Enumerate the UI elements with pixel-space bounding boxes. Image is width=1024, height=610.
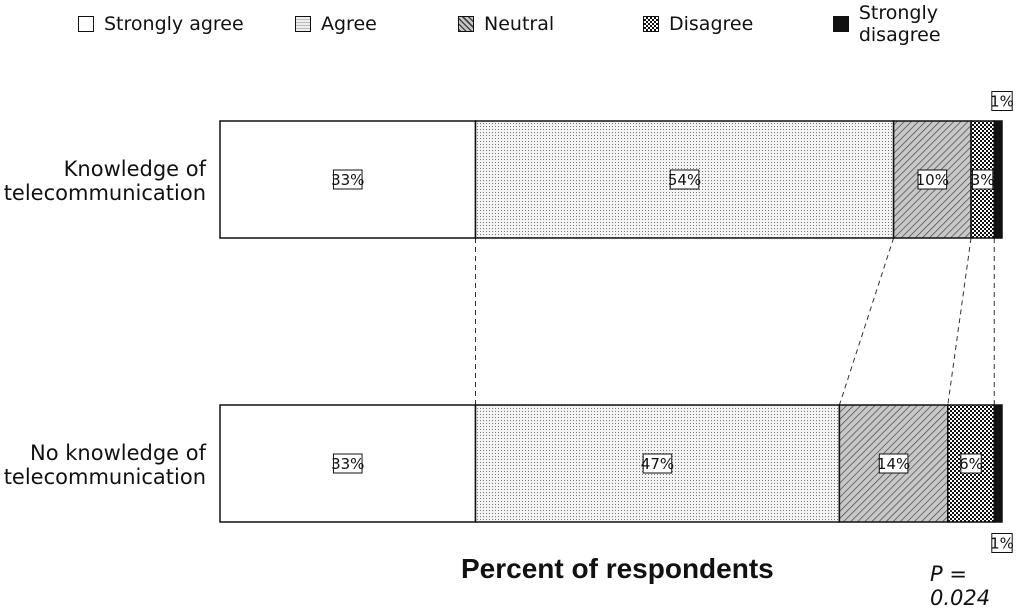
category-label-line: Knowledge of [63, 157, 206, 181]
data-label: 3% [971, 169, 995, 190]
svg-text:33%: 33% [331, 171, 364, 189]
connector-line [838, 237, 895, 406]
data-label: 33% [331, 453, 364, 474]
svg-text:54%: 54% [668, 171, 701, 189]
data-label: 47% [641, 453, 674, 474]
data-label: 10% [916, 169, 949, 190]
legend-swatch [295, 16, 311, 32]
legend-label: Disagree [669, 13, 754, 35]
x-axis-title: Percent of respondents [461, 553, 774, 584]
legend-swatch [78, 16, 94, 32]
svg-text:6%: 6% [959, 455, 983, 473]
legend-item-agree: Agree [295, 12, 377, 36]
legend-item-disagree: Disagree [643, 12, 753, 36]
p-value-annotation: P = 0.024 [930, 562, 991, 610]
svg-text:10%: 10% [916, 171, 949, 189]
category-label-line: No knowledge of [30, 441, 206, 465]
category-label-no-knowledge: No knowledge of telecommunication [4, 441, 206, 489]
legend-label: Neutral [484, 13, 555, 35]
svg-text:47%: 47% [641, 455, 674, 473]
svg-text:1%: 1% [990, 535, 1014, 553]
category-label-line: telecommunication [3, 465, 206, 489]
svg-text:3%: 3% [971, 171, 995, 189]
stacked-bar-chart: 33% 54% 10% 3% 1% 33% 47% 14% 6% 1% [219, 91, 1014, 553]
legend-label: Agree [321, 13, 377, 35]
legend-label: Strongly disagree [858, 2, 941, 46]
svg-text:14%: 14% [877, 455, 910, 473]
legend-item-strongly-agree: Strongly agree [78, 12, 244, 36]
bar-segment-strongly-disagree [993, 404, 1003, 523]
legend-label: Strongly agree [104, 13, 244, 35]
svg-text:33%: 33% [331, 455, 364, 473]
category-label-knowledge: Knowledge of telecommunication [4, 157, 206, 205]
bar-segment-strongly-disagree [993, 120, 1003, 239]
data-label: 1% [990, 533, 1014, 553]
connector-line [947, 237, 972, 406]
data-label: 14% [877, 453, 910, 474]
data-label: 33% [331, 169, 364, 190]
legend: Strongly agree Agree Neutral Disagree Strong… [0, 2, 1024, 46]
legend-swatch [643, 16, 659, 32]
category-label-line: telecommunication [3, 181, 206, 205]
legend-swatch [833, 16, 849, 32]
data-label: 54% [668, 169, 701, 190]
data-label: 6% [959, 453, 983, 474]
legend-item-strongly-disagree: Strongly disagree [833, 2, 1024, 46]
svg-text:1%: 1% [990, 93, 1014, 111]
legend-swatch [458, 16, 474, 32]
legend-item-neutral: Neutral [458, 12, 554, 36]
data-label: 1% [990, 91, 1014, 111]
